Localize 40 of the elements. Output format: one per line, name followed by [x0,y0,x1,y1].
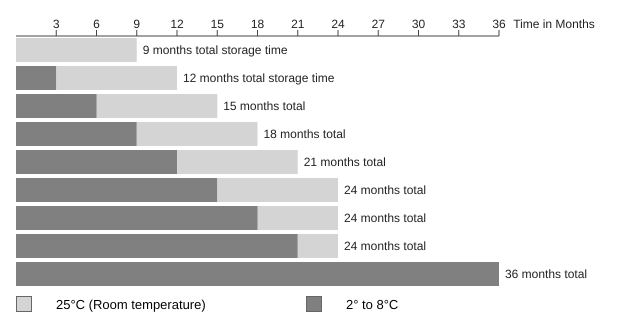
x-tick-label: 33 [452,17,466,31]
x-tick-label: 3 [52,17,60,31]
bar [258,206,338,230]
legend-label: 25°C (Room temperature) [56,296,206,312]
x-tick-label: 24 [331,17,345,31]
bar [96,94,218,118]
bar [16,206,258,230]
annotation: 9 months total storage time [142,43,288,57]
x-tick-label: 36 [492,17,506,31]
annotation: 21 months total [304,155,386,169]
annotation: 24 months total [344,211,426,225]
bar [16,122,137,146]
x-tick-label: 15 [210,17,224,31]
annotation: 24 months total [344,239,426,253]
x-tick-label: 6 [93,17,100,31]
bar [16,66,56,90]
x-tick-label: 12 [170,17,184,31]
annotation: 12 months total storage time [183,71,335,85]
bar [16,262,499,286]
bar [16,178,218,202]
annotation: 24 months total [344,183,426,197]
bar [16,94,96,118]
x-tick-label: 18 [250,17,264,31]
bar [16,234,298,258]
x-tick-label: 9 [133,17,140,31]
bar [16,38,137,62]
x-tick-label: 30 [412,17,426,31]
x-tick-label: 27 [372,17,386,31]
annotation: 18 months total [264,127,346,141]
annotation: 15 months total [223,99,306,113]
bar [56,66,177,90]
bar [136,122,258,146]
bar [177,150,298,174]
text: 36 months total [505,267,588,281]
bar [217,178,338,202]
legend-label: 2° to 8°C [346,296,398,312]
bar [16,150,177,174]
x-axis-title: Time in Months [513,17,595,31]
x-tick-label: 21 [291,17,305,31]
bar [298,234,338,258]
